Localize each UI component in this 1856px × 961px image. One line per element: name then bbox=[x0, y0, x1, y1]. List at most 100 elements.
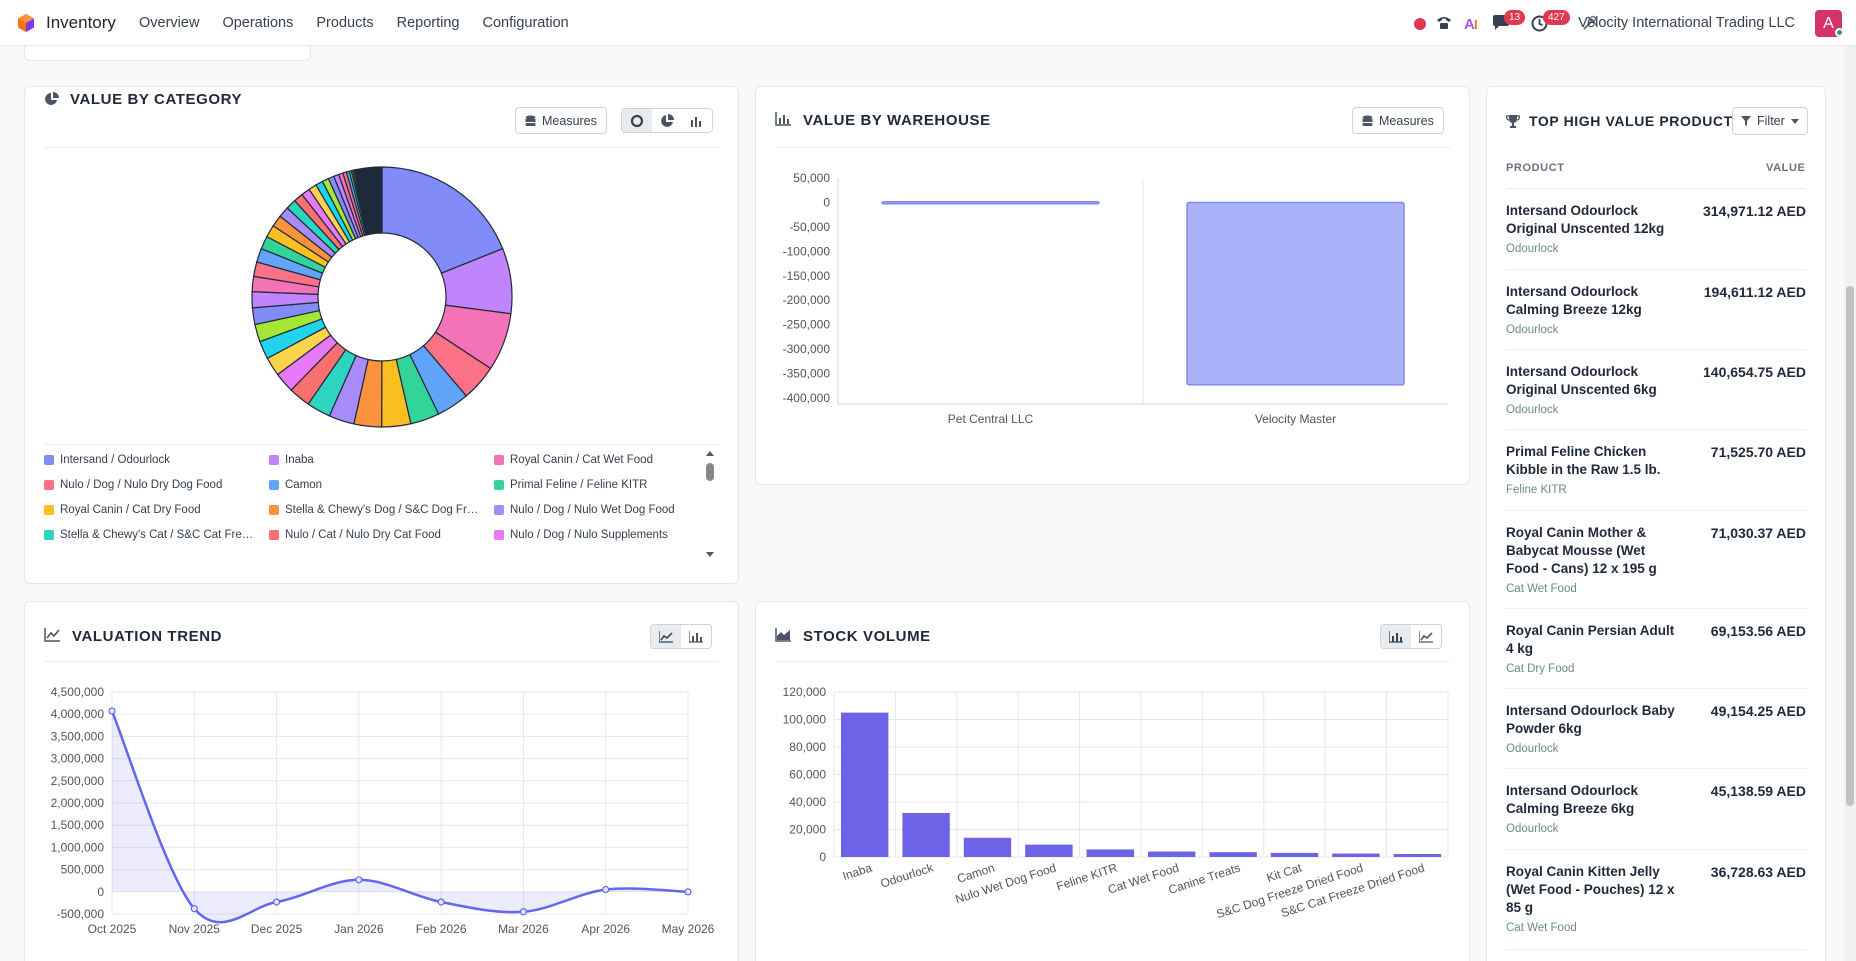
y-tick-label: 40,000 bbox=[789, 795, 826, 809]
page-scrollbar[interactable] bbox=[1844, 46, 1856, 961]
tools-icon[interactable] bbox=[1582, 15, 1598, 31]
menu-reporting[interactable]: Reporting bbox=[396, 15, 460, 31]
stock-bar[interactable] bbox=[1270, 852, 1319, 857]
product-category: Cat Wet Food bbox=[1506, 583, 1577, 595]
stock-divider bbox=[775, 661, 1450, 662]
trend-point[interactable] bbox=[602, 885, 610, 894]
warehouse-bar[interactable] bbox=[881, 200, 1100, 205]
product-name[interactable]: Royal Canin Persian Adult 4 kg bbox=[1506, 623, 1675, 656]
product-category: Odourlock bbox=[1506, 404, 1559, 416]
product-row[interactable]: Royal Canin Mother & Babycat Mousse (Wet… bbox=[1506, 511, 1806, 609]
x-tick-label: Apr 2026 bbox=[581, 922, 630, 936]
trend-point[interactable] bbox=[437, 898, 445, 906]
warehouse-bar-chart: 50,000 0 -50,000 -100,000 -150,000 -200,000 -2… bbox=[783, 171, 1448, 426]
product-category: Feline KITR bbox=[1506, 484, 1567, 496]
trend-point[interactable] bbox=[684, 888, 692, 896]
donut-slice[interactable] bbox=[381, 166, 504, 274]
database-icon bbox=[525, 115, 536, 126]
product-name[interactable]: Intersand Odourlock Original Unscented 1… bbox=[1506, 203, 1665, 236]
trend-point[interactable] bbox=[272, 898, 281, 906]
stock-line-toggle[interactable] bbox=[1411, 625, 1441, 648]
trend-point[interactable] bbox=[355, 876, 363, 884]
stock-bar[interactable] bbox=[1332, 853, 1380, 857]
phone-icon[interactable] bbox=[1435, 15, 1453, 31]
product-row[interactable]: Intersand Odourlock Calming Breeze 12kg 1… bbox=[1506, 270, 1806, 350]
trend-point[interactable] bbox=[190, 905, 198, 913]
menu-overview[interactable]: Overview bbox=[139, 15, 200, 31]
product-name[interactable]: Intersand Odourlock Calming Breeze 12kg bbox=[1506, 284, 1642, 317]
page-scrollbar-thumb[interactable] bbox=[1846, 286, 1854, 806]
legend-item[interactable]: Stella & Chewy's Dog / S&C Dog Freeze Dr… bbox=[269, 504, 479, 516]
donut-chart-toggle[interactable] bbox=[622, 109, 652, 132]
legend-item[interactable]: Camon bbox=[269, 479, 479, 491]
category-measures-button[interactable]: Measures bbox=[515, 107, 607, 134]
y-tick-label: 500,000 bbox=[61, 863, 105, 877]
product-name[interactable]: Primal Feline Chicken Kibble in the Raw … bbox=[1506, 444, 1661, 477]
trend-point[interactable] bbox=[108, 707, 116, 715]
stock-volume-bar-chart: 120,000 100,000 80,000 60,000 40,000 20,000 0 I… bbox=[783, 685, 1449, 921]
product-category: Odourlock bbox=[1506, 324, 1559, 336]
company-switcher[interactable]: Velocity International Trading LLC bbox=[1578, 15, 1795, 31]
legend-item[interactable]: Royal Canin / Cat Wet Food bbox=[494, 454, 704, 466]
record-icon[interactable] bbox=[1413, 17, 1427, 31]
product-name[interactable]: Royal Canin Kitten Jelly (Wet Food - Pou… bbox=[1506, 864, 1675, 915]
stock-bar[interactable] bbox=[841, 712, 889, 857]
legend-item[interactable]: Nulo / Cat / Nulo Dry Cat Food bbox=[269, 529, 479, 541]
y-tick-label: 60,000 bbox=[789, 768, 826, 782]
stock-bar[interactable] bbox=[1086, 849, 1134, 857]
legend-item[interactable]: Royal Canin / Cat Dry Food bbox=[44, 504, 254, 516]
legend-item[interactable]: Nulo / Dog / Nulo Wet Dog Food bbox=[494, 504, 704, 516]
trend-bar-toggle[interactable] bbox=[681, 625, 711, 648]
legend-item[interactable]: Intersand / Odourlock bbox=[44, 454, 254, 466]
main-menu: Overview Operations Products Reporting C… bbox=[139, 15, 592, 31]
legend-swatch bbox=[494, 480, 504, 490]
pie-chart-toggle[interactable] bbox=[652, 109, 682, 132]
menu-products[interactable]: Products bbox=[316, 15, 374, 31]
y-tick-label: -50,000 bbox=[789, 220, 830, 234]
legend-scrollbar[interactable] bbox=[704, 447, 716, 562]
product-row[interactable]: Intersand Odourlock Original Unscented 1… bbox=[1506, 189, 1806, 270]
product-name[interactable]: Royal Canin Mother & Babycat Mousse (Wet… bbox=[1506, 525, 1657, 576]
trend-point[interactable] bbox=[519, 908, 528, 916]
bar-chart-icon bbox=[1389, 630, 1403, 643]
legend-item[interactable]: Stella & Chewy's Cat / S&C Cat Freeze Dr… bbox=[44, 529, 254, 541]
product-row[interactable]: Intersand Odourlock Baby Powder 6kg 49,15… bbox=[1506, 689, 1806, 769]
legend-swatch bbox=[44, 480, 54, 490]
y-tick-label: -300,000 bbox=[783, 342, 831, 356]
legend-item[interactable]: Primal Feline / Feline KITR bbox=[494, 479, 704, 491]
top-products-filter-button[interactable]: Filter bbox=[1732, 107, 1808, 135]
product-name[interactable]: Intersand Odourlock Original Unscented 6… bbox=[1506, 364, 1657, 397]
stock-bar[interactable] bbox=[1209, 852, 1257, 857]
product-row[interactable]: Intersand Odourlock Calming Breeze 6kg 45… bbox=[1506, 769, 1806, 850]
y-tick-label: -400,000 bbox=[783, 391, 831, 405]
warehouse-measures-button[interactable]: Measures bbox=[1352, 107, 1444, 134]
legend-item[interactable]: Nulo / Dog / Nulo Supplements bbox=[494, 529, 704, 541]
trend-line[interactable] bbox=[110, 710, 689, 924]
product-row[interactable]: Intersand Odourlock Original Unscented 6… bbox=[1506, 350, 1806, 430]
inventory-app-logo[interactable] bbox=[16, 13, 36, 33]
x-tick-label: Inaba bbox=[841, 860, 874, 883]
stock-bar[interactable] bbox=[1025, 844, 1073, 857]
warehouse-bar[interactable] bbox=[1186, 201, 1405, 386]
legend-item[interactable]: Nulo / Dog / Nulo Dry Dog Food bbox=[44, 479, 254, 491]
product-value: 140,654.75 AED bbox=[1703, 364, 1806, 380]
product-row[interactable]: Royal Canin Persian Adult 4 kg 69,153.56 … bbox=[1506, 609, 1806, 689]
donut-slice[interactable] bbox=[355, 166, 383, 235]
menu-operations[interactable]: Operations bbox=[222, 15, 294, 31]
stock-bar[interactable] bbox=[1148, 851, 1196, 858]
product-name[interactable]: Intersand Odourlock Baby Powder 6kg bbox=[1506, 703, 1675, 736]
product-row[interactable]: Primal Feline Chicken Kibble in the Raw … bbox=[1506, 430, 1806, 511]
trend-line-toggle[interactable] bbox=[651, 625, 681, 648]
app-name[interactable]: Inventory bbox=[46, 13, 116, 32]
legend-label: Stella & Chewy's Dog / S&C Dog Freeze Dr… bbox=[285, 504, 479, 516]
stock-bar[interactable] bbox=[963, 837, 1012, 857]
menu-configuration[interactable]: Configuration bbox=[482, 15, 569, 31]
legend-item[interactable]: Inaba bbox=[269, 454, 479, 466]
stock-bar[interactable] bbox=[1393, 853, 1441, 857]
bar-chart-toggle[interactable] bbox=[682, 109, 712, 132]
stock-bar-toggle[interactable] bbox=[1381, 625, 1411, 648]
stock-bar[interactable] bbox=[902, 813, 950, 857]
product-row[interactable]: Royal Canin Kitten Jelly (Wet Food - Pou… bbox=[1506, 850, 1806, 950]
product-name[interactable]: Intersand Odourlock Calming Breeze 6kg bbox=[1506, 783, 1639, 816]
